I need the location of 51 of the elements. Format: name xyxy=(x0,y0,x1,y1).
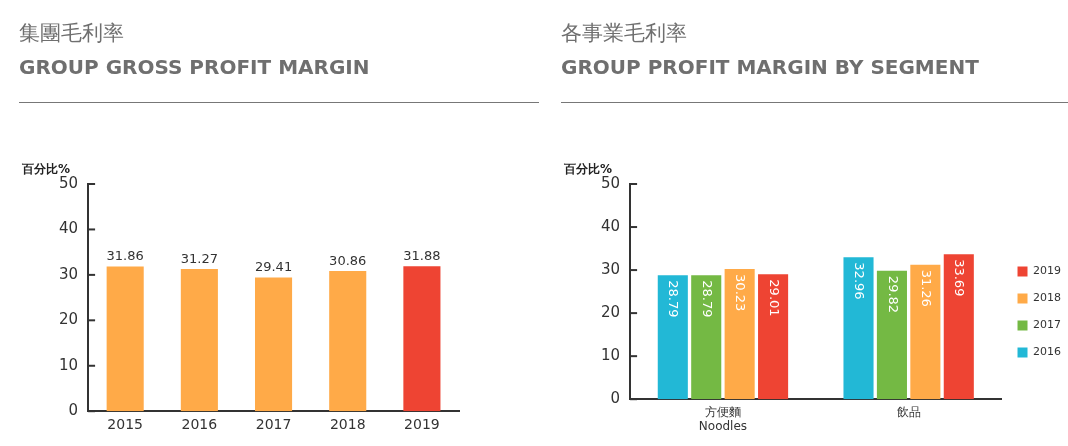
bar xyxy=(403,266,441,412)
y-tick-label: 30 xyxy=(600,259,621,278)
y-tick-label: 20 xyxy=(600,303,621,322)
x-tick-label: 方便麵 Noodles xyxy=(698,404,748,433)
data-label: 29.01 xyxy=(766,279,782,317)
y-tick-label: 0 xyxy=(610,389,621,408)
chart-title: 集團毛利率 xyxy=(19,20,125,47)
bar xyxy=(910,264,941,400)
chart-title: 各事業毛利率 xyxy=(561,20,688,47)
bar xyxy=(329,270,367,412)
bar xyxy=(691,275,722,400)
y-tick-label: 0 xyxy=(68,401,79,420)
data-label: 33.69 xyxy=(952,259,968,297)
y-tick-label: 30 xyxy=(58,264,79,283)
data-label: 30.23 xyxy=(733,274,749,312)
legend-label: 2018 xyxy=(1033,291,1062,305)
legend-label: 2019 xyxy=(1033,264,1062,278)
bar xyxy=(657,275,688,400)
chart-subtitle: GROUP GROSS PROFIT MARGIN xyxy=(19,54,371,81)
data-label: 30.86 xyxy=(329,252,367,268)
data-label: 31.26 xyxy=(918,269,934,307)
bar xyxy=(843,257,874,400)
data-label: 31.27 xyxy=(180,250,218,266)
data-label: 28.79 xyxy=(699,280,715,318)
legend-label: 2017 xyxy=(1033,318,1062,332)
bar xyxy=(876,270,907,400)
y-tick-label: 40 xyxy=(58,219,79,238)
y-tick-label: 40 xyxy=(600,216,621,235)
data-label: 31.86 xyxy=(106,248,144,264)
x-tick-label: 2018 xyxy=(329,416,366,433)
bar xyxy=(106,266,144,412)
chart-subtitle: GROUP PROFIT MARGIN BY SEGMENT xyxy=(561,54,980,81)
x-tick-label: 飲品 xyxy=(896,404,921,419)
y-tick-label: 10 xyxy=(600,346,621,365)
bar xyxy=(724,269,755,400)
bar xyxy=(255,277,293,412)
bar xyxy=(180,269,218,412)
y-tick-label: 20 xyxy=(58,310,79,329)
legend-label: 2016 xyxy=(1033,345,1062,359)
bar xyxy=(758,274,789,400)
data-label: 28.79 xyxy=(666,280,682,318)
data-label: 29.82 xyxy=(885,275,901,314)
x-tick-label: 2015 xyxy=(107,416,143,433)
x-tick-label: 2019 xyxy=(404,416,440,433)
x-tick-label: 2017 xyxy=(255,416,292,433)
data-label: 31.88 xyxy=(403,248,441,264)
data-label: 29.41 xyxy=(254,259,293,275)
y-tick-label: 10 xyxy=(58,355,79,374)
bar xyxy=(943,254,974,400)
data-label: 32.96 xyxy=(852,262,868,300)
x-tick-label: 2016 xyxy=(181,416,218,433)
